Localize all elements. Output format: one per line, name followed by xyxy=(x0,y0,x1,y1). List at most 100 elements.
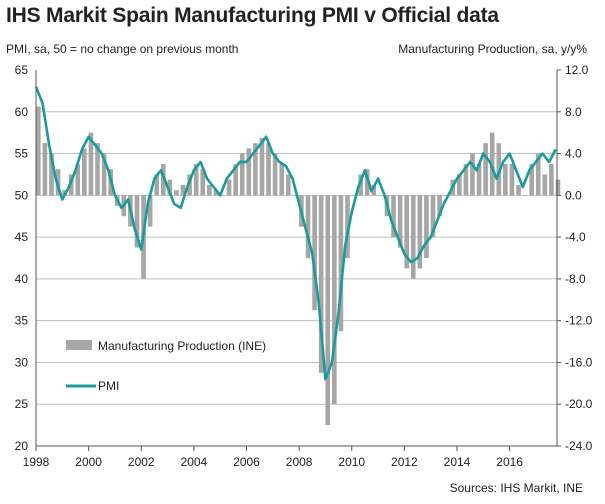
right-tick-label: 12.0 xyxy=(565,63,589,77)
left-tick-label: 50 xyxy=(15,188,29,202)
production-bar xyxy=(259,137,265,196)
production-bar xyxy=(147,195,153,227)
production-bar xyxy=(332,195,337,405)
production-bar xyxy=(101,153,107,196)
left-tick-label: 35 xyxy=(15,314,29,328)
pmi-line xyxy=(34,86,557,381)
production-bar xyxy=(246,148,252,196)
legend-production-swatch xyxy=(66,340,92,350)
production-bar xyxy=(82,148,87,196)
production-bar xyxy=(95,143,100,196)
production-bar xyxy=(549,164,554,196)
production-bar xyxy=(174,190,179,196)
left-tick-label: 30 xyxy=(15,355,29,369)
right-tick-label: -12.0 xyxy=(565,314,593,328)
x-tick-label: 2004 xyxy=(181,455,208,469)
production-bar xyxy=(134,195,140,248)
production-bar xyxy=(49,153,54,196)
right-tick-label: -4.0 xyxy=(565,230,586,244)
chart-title: IHS Markit Spain Manufacturing PMI v Off… xyxy=(6,4,499,27)
production-bar xyxy=(213,190,219,196)
right-tick-label: -16.0 xyxy=(565,355,593,369)
production-bar xyxy=(325,195,331,426)
production-bar xyxy=(391,195,396,238)
production-bar xyxy=(88,132,94,196)
production-bar xyxy=(516,184,521,196)
x-tick-label: 2000 xyxy=(75,455,102,469)
production-bar xyxy=(351,195,357,196)
left-axis-note: PMI, sa, 50 = no change on previous mont… xyxy=(6,42,239,56)
production-bar xyxy=(193,164,199,196)
left-tick-label: 20 xyxy=(15,439,29,453)
production-bar xyxy=(279,164,285,196)
production-bar xyxy=(312,195,317,311)
source-note: Sources: IHS Markit, INE xyxy=(449,481,583,495)
production-bar xyxy=(535,153,541,196)
production-bar xyxy=(160,164,166,196)
production-bar xyxy=(443,195,449,196)
left-tick-label: 45 xyxy=(15,230,29,244)
production-bar xyxy=(220,195,225,196)
pmi-line-layer xyxy=(34,86,557,381)
production-bar xyxy=(529,164,534,196)
production-bar xyxy=(68,174,74,196)
production-bar xyxy=(542,174,548,196)
right-tick-label: 4.0 xyxy=(565,147,582,161)
right-tick-label: -8.0 xyxy=(565,272,586,286)
production-bar xyxy=(292,195,298,196)
grid-layer xyxy=(36,111,557,405)
left-tick-label: 55 xyxy=(15,147,29,161)
production-bar xyxy=(496,143,502,196)
x-tick-label: 2008 xyxy=(286,455,313,469)
production-bar xyxy=(470,153,475,196)
production-bar xyxy=(338,195,344,332)
production-bar xyxy=(285,174,291,196)
legend-production-label: Manufacturing Production (INE) xyxy=(98,339,266,353)
production-bar xyxy=(207,184,212,196)
right-axis-note: Manufacturing Production, sa, y/y% xyxy=(398,42,587,56)
production-bar xyxy=(42,143,48,196)
x-tick-label: 1998 xyxy=(23,455,50,469)
production-bar xyxy=(476,164,482,196)
x-tick-label: 2010 xyxy=(338,455,365,469)
right-tick-label: 0.0 xyxy=(565,188,582,202)
production-bar xyxy=(200,169,206,196)
right-tick-label: -20.0 xyxy=(565,397,593,411)
production-bar xyxy=(358,174,363,196)
production-bar xyxy=(483,143,488,196)
left-tick-label: 65 xyxy=(15,63,29,77)
production-bar xyxy=(430,195,436,238)
production-bar xyxy=(36,106,41,196)
left-tick-label: 60 xyxy=(15,105,29,119)
production-bar xyxy=(364,169,370,196)
production-bar xyxy=(371,184,377,196)
x-tick-label: 2012 xyxy=(391,455,418,469)
x-tick-label: 2016 xyxy=(496,455,523,469)
production-bar xyxy=(75,164,81,196)
production-bar xyxy=(555,179,561,196)
production-bar xyxy=(180,184,186,196)
production-bar xyxy=(404,195,409,269)
production-bar xyxy=(417,195,423,269)
left-tick-label: 25 xyxy=(15,397,29,411)
production-bar xyxy=(522,195,528,196)
production-bar xyxy=(457,174,462,196)
x-tick-label: 2002 xyxy=(128,455,155,469)
production-bar xyxy=(503,164,508,196)
production-bar xyxy=(489,132,495,196)
legend: Manufacturing Production (INE) PMI xyxy=(66,339,266,393)
production-bar xyxy=(410,195,416,279)
production-bar xyxy=(266,143,271,196)
production-bar xyxy=(154,174,160,196)
legend-pmi-label: PMI xyxy=(98,379,119,393)
x-tick-label: 2006 xyxy=(233,455,260,469)
production-bar xyxy=(305,195,311,258)
production-bar xyxy=(187,174,192,196)
production-bar xyxy=(345,195,350,258)
production-bar xyxy=(424,195,429,258)
left-tick-label: 40 xyxy=(15,272,29,286)
production-bar xyxy=(239,153,245,196)
right-tick-label: -24.0 xyxy=(565,439,593,453)
production-bar xyxy=(233,164,238,196)
